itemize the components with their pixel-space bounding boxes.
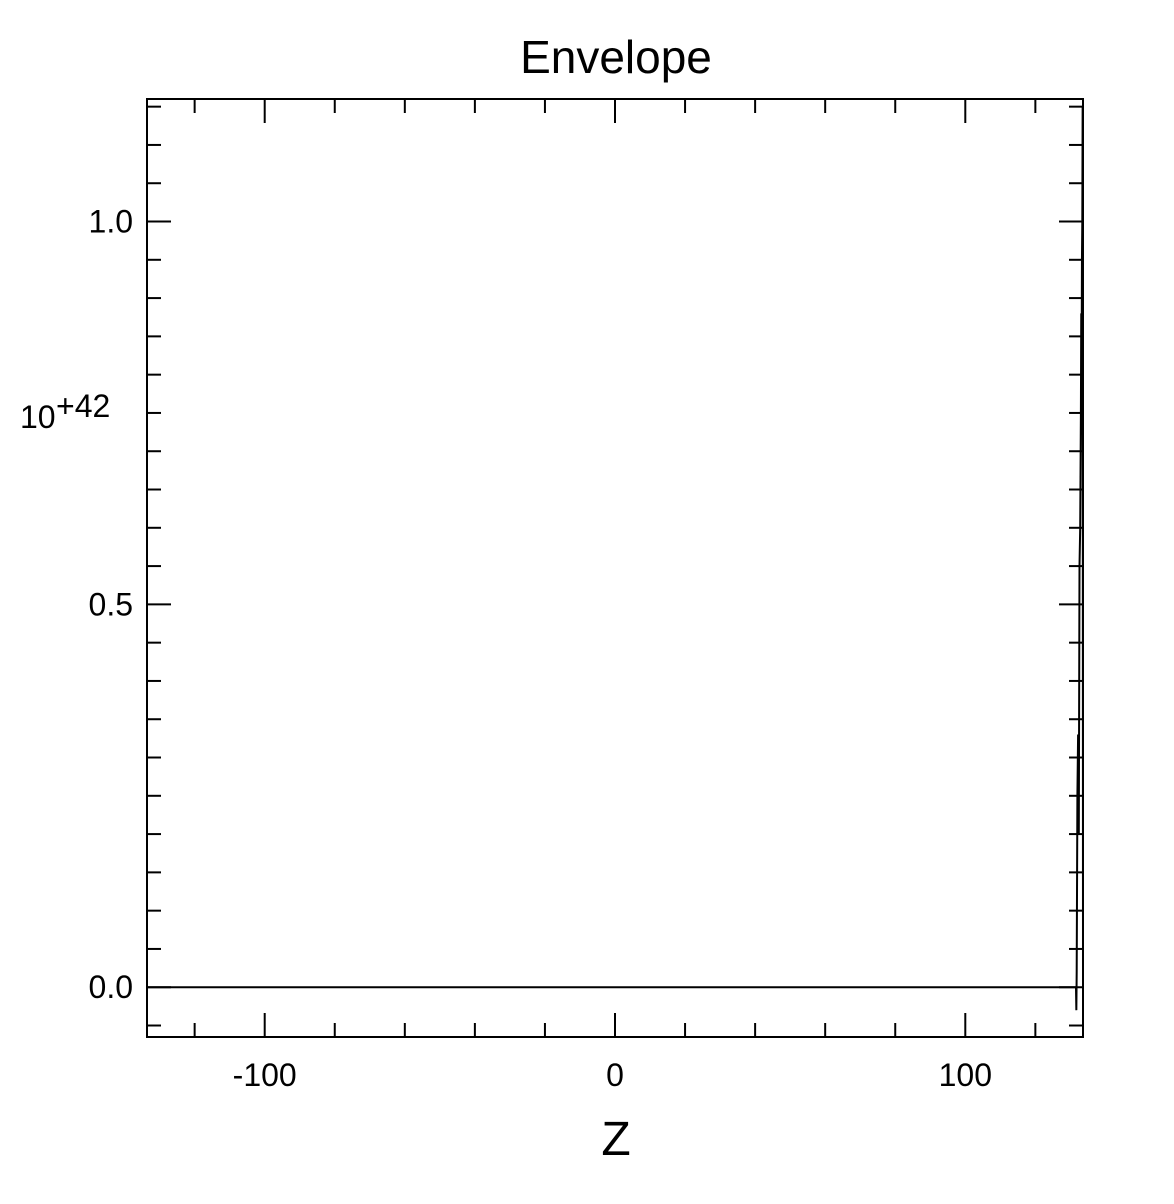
- y-tick-label: 1.0: [89, 204, 133, 240]
- y-tick-label: 0.0: [89, 969, 133, 1005]
- x-tick-label: 0: [606, 1057, 624, 1093]
- axis-ticks: -100 0 100 0.0 0.5 1.0: [89, 99, 1083, 1093]
- y-tick-label: 0.5: [89, 586, 133, 622]
- x-tick-label: 100: [939, 1057, 992, 1093]
- y-scale-exponent: +42: [56, 388, 110, 424]
- plot-frame: [146, 98, 1084, 1038]
- x-tick-label: -100: [233, 1057, 297, 1093]
- x-axis-label: Z: [601, 1113, 630, 1166]
- chart-title: Envelope: [520, 31, 712, 83]
- y-scale-base: 10: [20, 399, 56, 435]
